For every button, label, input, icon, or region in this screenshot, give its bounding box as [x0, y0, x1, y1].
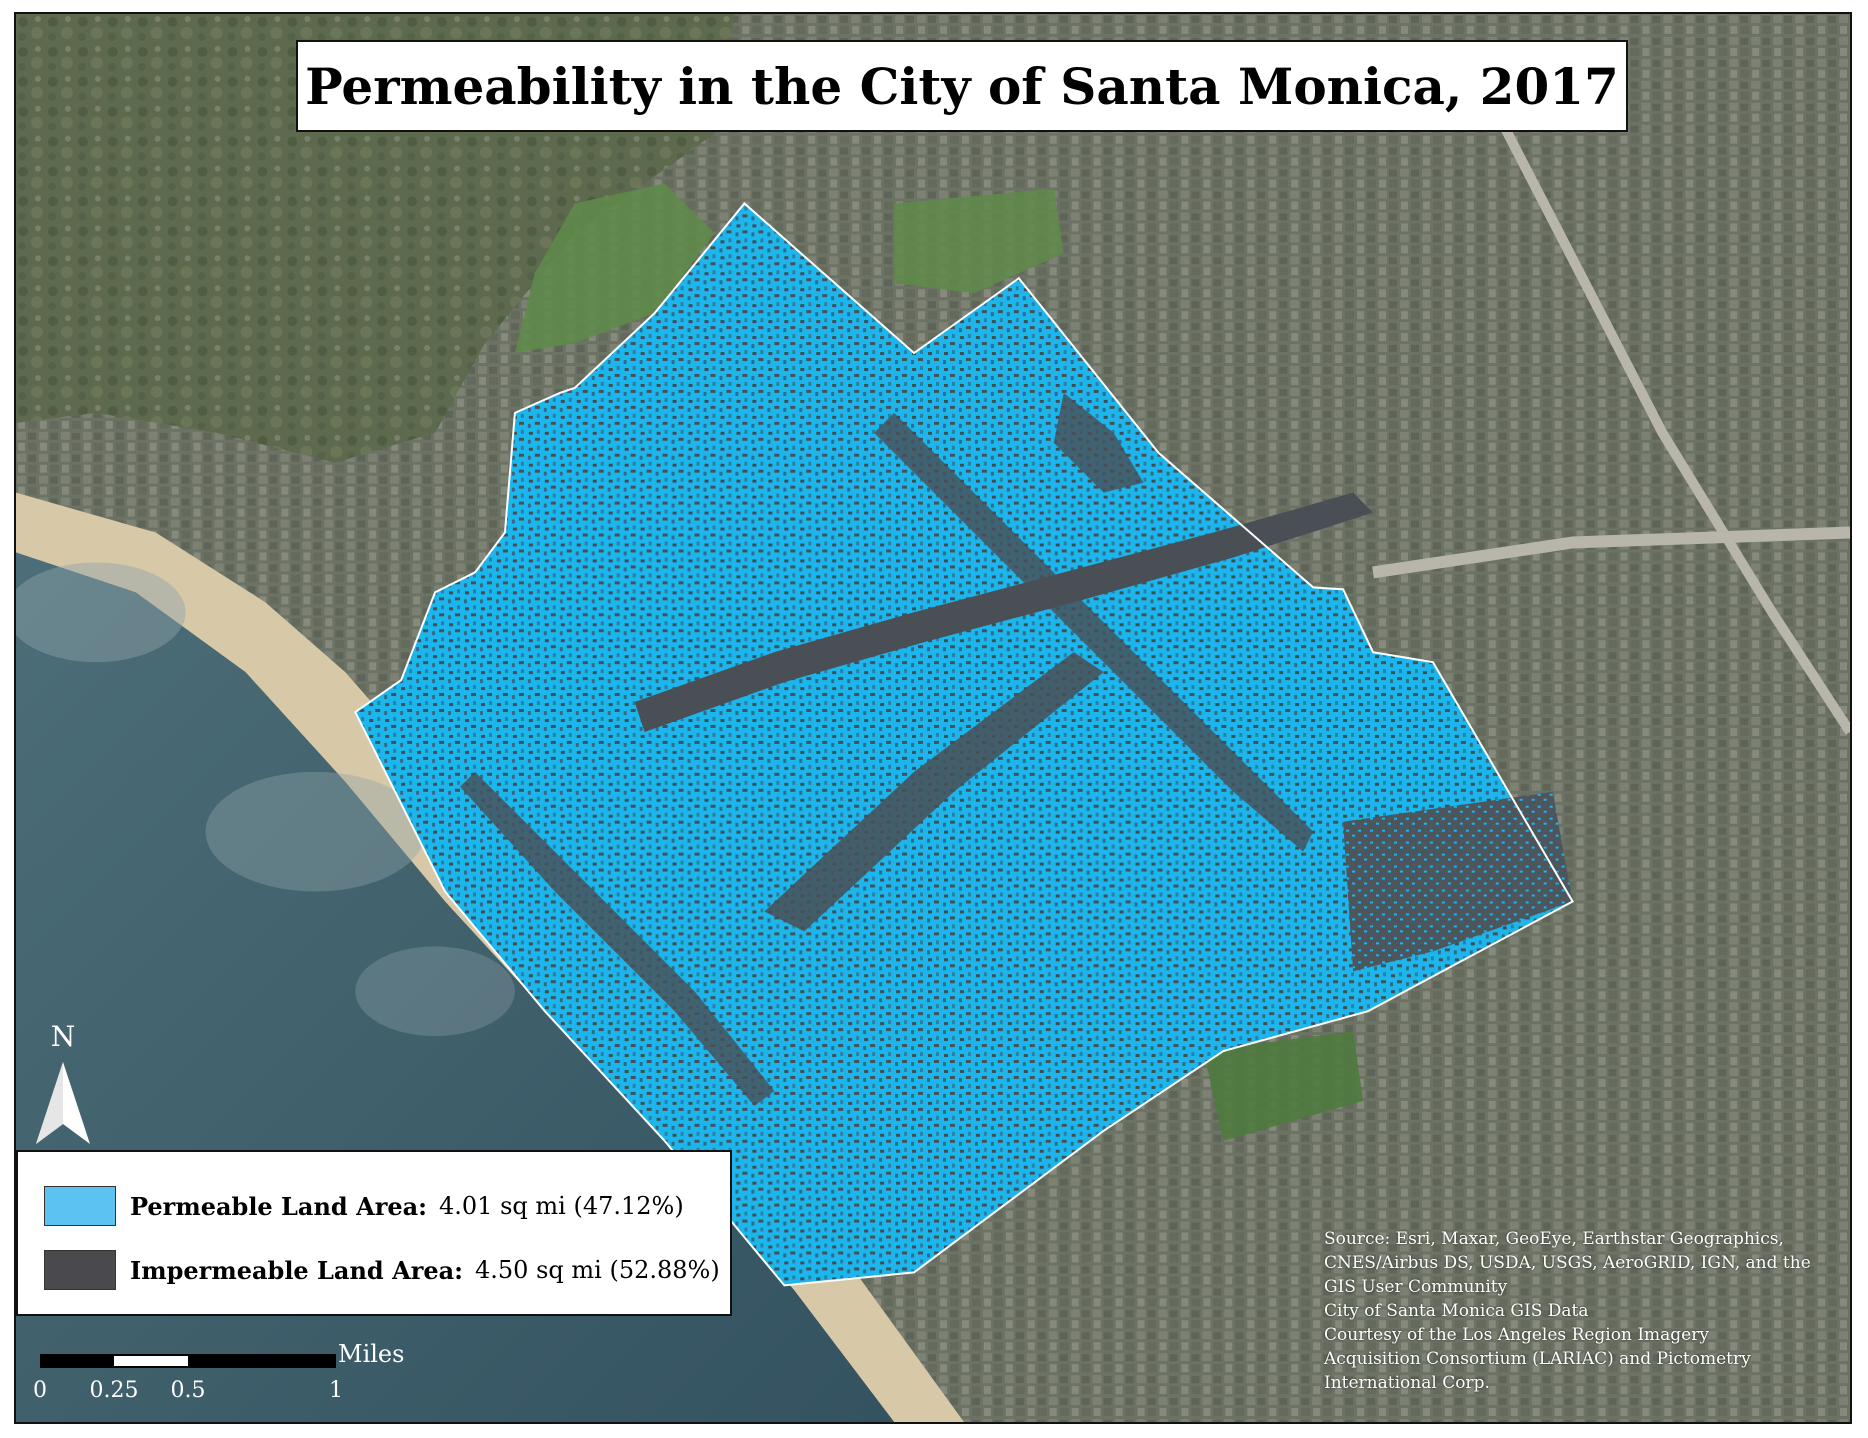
legend-swatch-permeable [44, 1186, 116, 1226]
scale-unit: Miles [338, 1340, 405, 1368]
impermeable-land-area[interactable] [764, 652, 1104, 932]
impermeable-land-area[interactable] [1343, 791, 1573, 972]
scale-segment [188, 1354, 336, 1368]
scale-tick-label: 0.5 [170, 1378, 206, 1403]
freeway [1498, 121, 1850, 735]
legend-item-impermeable: Impermeable Land Area: 4.50 sq mi (52.88… [44, 1250, 720, 1290]
golf-course-east [894, 188, 1064, 294]
legend-value: 4.01 sq mi (47.12%) [439, 1192, 684, 1220]
legend-label: Impermeable Land Area: [130, 1255, 464, 1285]
source-line: Source: Esri, Maxar, GeoEye, Earthstar G… [1324, 1229, 1784, 1249]
legend: Permeable Land Area: 4.01 sq mi (47.12%)… [16, 1150, 732, 1316]
source-line: Courtesy of the Los Angeles Region Image… [1324, 1325, 1709, 1345]
impermeable-land-area[interactable] [1053, 392, 1144, 493]
map-title: Permeability in the City of Santa Monica… [305, 56, 1619, 116]
cloud [16, 562, 186, 663]
legend-label: Permeable Land Area: [130, 1191, 428, 1221]
scale-segment [40, 1354, 114, 1368]
cloud [355, 946, 515, 1037]
source-line: Acquisition Consortium (LARIAC) and Pict… [1324, 1349, 1751, 1369]
golf-course-south [1203, 1031, 1364, 1141]
scale-tick-label: 1 [329, 1378, 343, 1403]
scale-tick-label: 0 [33, 1378, 47, 1403]
legend-swatch-impermeable [44, 1250, 116, 1290]
map-title-box: Permeability in the City of Santa Monica… [296, 40, 1628, 132]
source-line: GIS User Community [1324, 1277, 1508, 1297]
freeway [1372, 526, 1850, 579]
scale-segment [114, 1354, 188, 1368]
north-arrow-icon [36, 1062, 90, 1144]
impermeable-land-area[interactable] [460, 771, 775, 1106]
source-line: City of Santa Monica GIS Data [1324, 1301, 1589, 1321]
scale-tick-label: 0.25 [89, 1378, 139, 1403]
north-label: N [50, 1020, 76, 1053]
source-line: CNES/Airbus DS, USDA, USGS, AeroGRID, IG… [1324, 1253, 1811, 1273]
north-arrow: N [28, 1020, 98, 1150]
source-credits: Source: Esri, Maxar, GeoEye, Earthstar G… [1324, 1227, 1844, 1395]
scale-bar: Miles 0 0.25 0.5 1 [22, 1340, 422, 1410]
impermeable-land-area[interactable] [874, 412, 1314, 852]
legend-value: 4.50 sq mi (52.88%) [475, 1256, 720, 1284]
cloud [205, 771, 426, 892]
legend-item-permeable: Permeable Land Area: 4.01 sq mi (47.12%) [44, 1186, 684, 1226]
impermeable-land-area[interactable] [634, 492, 1374, 732]
source-line: International Corp. [1324, 1373, 1490, 1393]
golf-course-north [514, 183, 715, 354]
